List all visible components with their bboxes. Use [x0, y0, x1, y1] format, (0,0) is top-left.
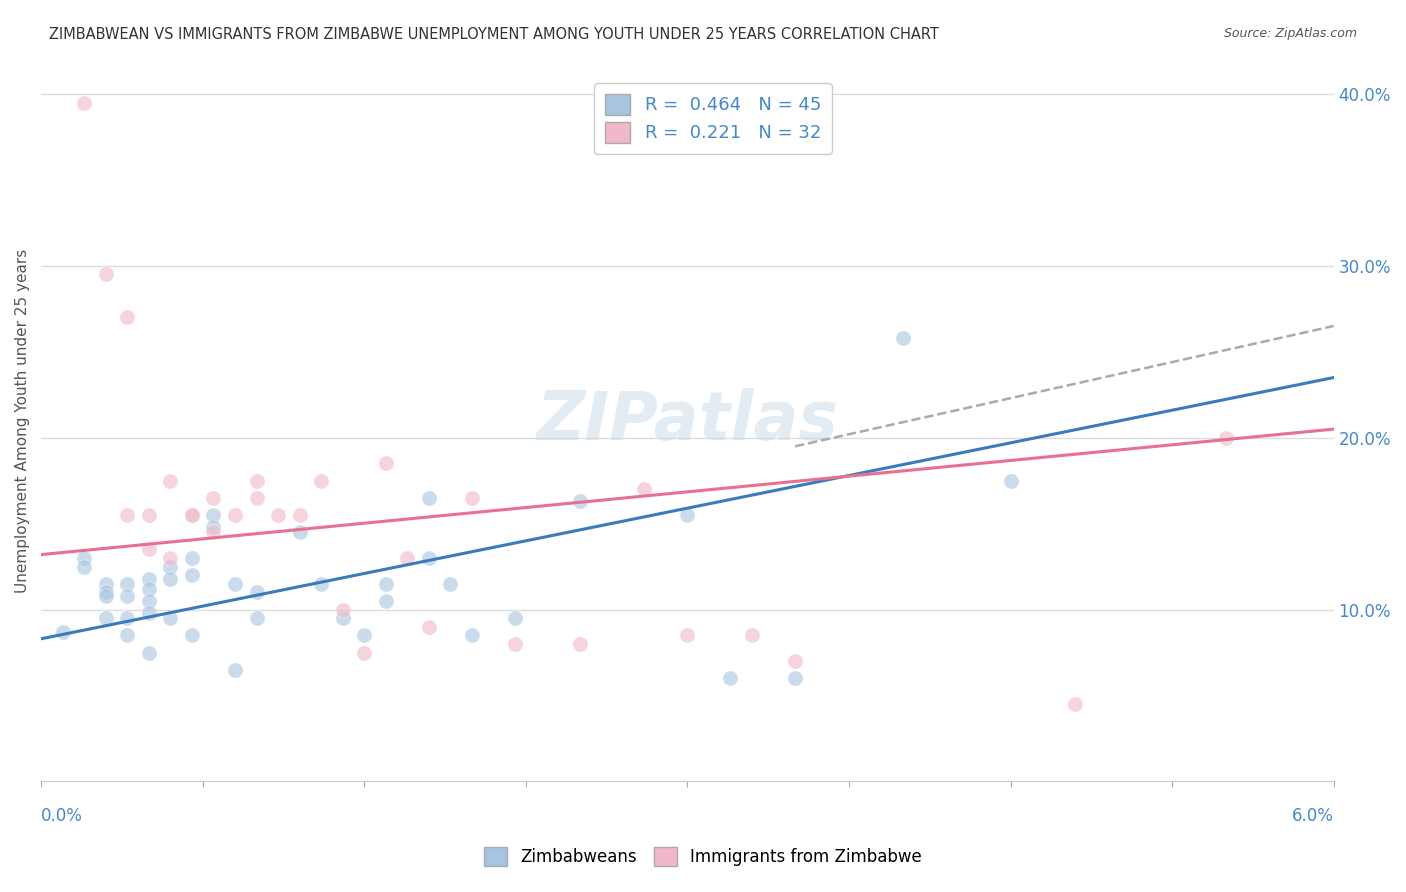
Point: [73, 559, 96, 574]
Text: ZIPatlas: ZIPatlas: [536, 387, 838, 453]
Point: [676, 508, 699, 522]
Point: [117, 589, 139, 603]
Point: [117, 310, 139, 325]
Point: [891, 331, 914, 345]
Point: [138, 542, 160, 557]
Point: [138, 582, 160, 596]
Text: 6.0%: 6.0%: [1292, 806, 1334, 825]
Point: [202, 520, 225, 534]
Point: [396, 551, 419, 566]
Point: [332, 611, 354, 625]
Point: [418, 620, 440, 634]
Point: [245, 611, 267, 625]
Point: [1064, 697, 1087, 711]
Point: [1215, 431, 1237, 445]
Point: [202, 508, 225, 522]
Point: [202, 491, 225, 505]
Point: [159, 551, 181, 566]
Point: [138, 572, 160, 586]
Point: [353, 646, 375, 660]
Point: [138, 646, 160, 660]
Point: [138, 594, 160, 608]
Point: [180, 568, 202, 582]
Point: [224, 508, 246, 522]
Point: [503, 611, 526, 625]
Point: [180, 551, 202, 566]
Point: [180, 628, 202, 642]
Point: [245, 474, 267, 488]
Point: [94, 576, 117, 591]
Point: [374, 576, 396, 591]
Point: [159, 611, 181, 625]
Point: [288, 508, 311, 522]
Point: [73, 95, 96, 110]
Legend: R =  0.464   N = 45, R =  0.221   N = 32: R = 0.464 N = 45, R = 0.221 N = 32: [595, 83, 832, 153]
Point: [633, 483, 655, 497]
Point: [309, 576, 332, 591]
Point: [224, 663, 246, 677]
Point: [439, 576, 461, 591]
Point: [117, 576, 139, 591]
Text: ZIMBABWEAN VS IMMIGRANTS FROM ZIMBABWE UNEMPLOYMENT AMONG YOUTH UNDER 25 YEARS C: ZIMBABWEAN VS IMMIGRANTS FROM ZIMBABWE U…: [49, 27, 939, 42]
Point: [52, 624, 75, 639]
Point: [94, 268, 117, 282]
Point: [94, 589, 117, 603]
Point: [117, 611, 139, 625]
Point: [783, 671, 806, 685]
Point: [353, 628, 375, 642]
Point: [94, 611, 117, 625]
Point: [461, 491, 484, 505]
Point: [374, 594, 396, 608]
Point: [180, 508, 202, 522]
Point: [138, 606, 160, 620]
Point: [288, 525, 311, 540]
Point: [159, 474, 181, 488]
Point: [568, 637, 591, 651]
Point: [180, 508, 202, 522]
Point: [461, 628, 484, 642]
Y-axis label: Unemployment Among Youth under 25 years: Unemployment Among Youth under 25 years: [15, 248, 30, 592]
Point: [720, 671, 742, 685]
Point: [117, 628, 139, 642]
Point: [245, 491, 267, 505]
Point: [73, 551, 96, 566]
Point: [159, 572, 181, 586]
Point: [418, 551, 440, 566]
Point: [94, 585, 117, 599]
Point: [741, 628, 763, 642]
Legend: Zimbabweans, Immigrants from Zimbabwe: Zimbabweans, Immigrants from Zimbabwe: [475, 838, 931, 875]
Point: [224, 576, 246, 591]
Point: [374, 457, 396, 471]
Point: [783, 654, 806, 668]
Text: Source: ZipAtlas.com: Source: ZipAtlas.com: [1223, 27, 1357, 40]
Point: [159, 559, 181, 574]
Point: [503, 637, 526, 651]
Point: [117, 508, 139, 522]
Point: [418, 491, 440, 505]
Point: [202, 525, 225, 540]
Point: [568, 494, 591, 508]
Text: 0.0%: 0.0%: [41, 806, 83, 825]
Point: [309, 474, 332, 488]
Point: [267, 508, 290, 522]
Point: [676, 628, 699, 642]
Point: [332, 602, 354, 616]
Point: [245, 585, 267, 599]
Point: [1000, 474, 1022, 488]
Point: [138, 508, 160, 522]
